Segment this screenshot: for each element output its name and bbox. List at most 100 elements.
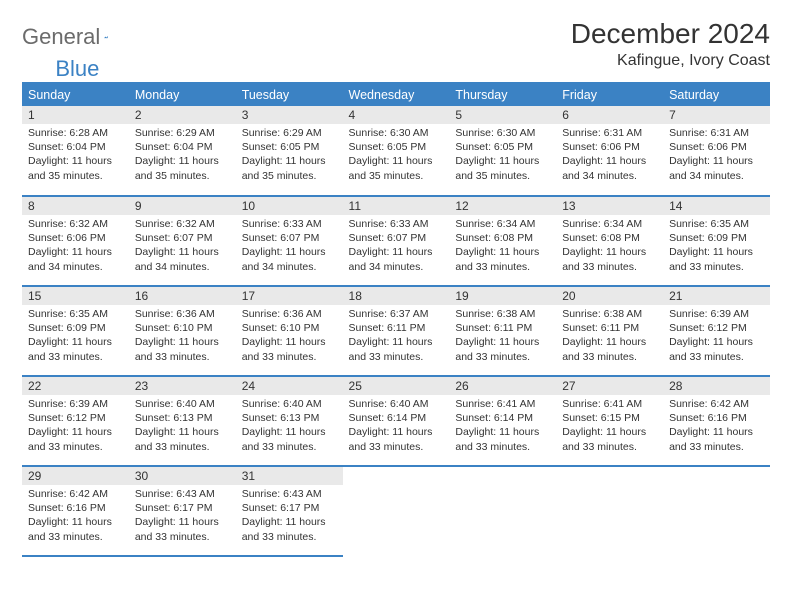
day-details: Sunrise: 6:41 AMSunset: 6:15 PMDaylight:… bbox=[556, 395, 663, 460]
day-details: Sunrise: 6:41 AMSunset: 6:14 PMDaylight:… bbox=[449, 395, 556, 460]
day-number: 29 bbox=[22, 467, 129, 485]
day-number: 15 bbox=[22, 287, 129, 305]
calendar-cell: 19Sunrise: 6:38 AMSunset: 6:11 PMDayligh… bbox=[449, 286, 556, 376]
day-details: Sunrise: 6:28 AMSunset: 6:04 PMDaylight:… bbox=[22, 124, 129, 189]
calendar-cell-empty bbox=[449, 466, 556, 556]
day-details: Sunrise: 6:42 AMSunset: 6:16 PMDaylight:… bbox=[22, 485, 129, 550]
day-number: 11 bbox=[343, 197, 450, 215]
day-number: 26 bbox=[449, 377, 556, 395]
day-number: 10 bbox=[236, 197, 343, 215]
calendar-cell: 17Sunrise: 6:36 AMSunset: 6:10 PMDayligh… bbox=[236, 286, 343, 376]
calendar-cell-empty bbox=[343, 466, 450, 556]
day-header: Sunday bbox=[22, 83, 129, 106]
calendar-cell: 22Sunrise: 6:39 AMSunset: 6:12 PMDayligh… bbox=[22, 376, 129, 466]
day-details: Sunrise: 6:34 AMSunset: 6:08 PMDaylight:… bbox=[449, 215, 556, 280]
calendar-cell: 15Sunrise: 6:35 AMSunset: 6:09 PMDayligh… bbox=[22, 286, 129, 376]
day-number: 25 bbox=[343, 377, 450, 395]
day-details: Sunrise: 6:38 AMSunset: 6:11 PMDaylight:… bbox=[449, 305, 556, 370]
calendar-cell: 25Sunrise: 6:40 AMSunset: 6:14 PMDayligh… bbox=[343, 376, 450, 466]
calendar-cell: 31Sunrise: 6:43 AMSunset: 6:17 PMDayligh… bbox=[236, 466, 343, 556]
calendar-cell: 4Sunrise: 6:30 AMSunset: 6:05 PMDaylight… bbox=[343, 106, 450, 196]
day-number: 3 bbox=[236, 106, 343, 124]
day-header: Tuesday bbox=[236, 83, 343, 106]
day-number: 1 bbox=[22, 106, 129, 124]
logo-word2: Blue bbox=[55, 56, 99, 82]
calendar-cell: 24Sunrise: 6:40 AMSunset: 6:13 PMDayligh… bbox=[236, 376, 343, 466]
day-number: 18 bbox=[343, 287, 450, 305]
calendar-cell-empty bbox=[663, 466, 770, 556]
calendar-cell: 3Sunrise: 6:29 AMSunset: 6:05 PMDaylight… bbox=[236, 106, 343, 196]
calendar-cell: 10Sunrise: 6:33 AMSunset: 6:07 PMDayligh… bbox=[236, 196, 343, 286]
logo-word1: General bbox=[22, 24, 100, 50]
day-number: 28 bbox=[663, 377, 770, 395]
calendar-body: 1Sunrise: 6:28 AMSunset: 6:04 PMDaylight… bbox=[22, 106, 770, 556]
day-details: Sunrise: 6:39 AMSunset: 6:12 PMDaylight:… bbox=[663, 305, 770, 370]
day-details: Sunrise: 6:31 AMSunset: 6:06 PMDaylight:… bbox=[663, 124, 770, 189]
calendar-cell: 21Sunrise: 6:39 AMSunset: 6:12 PMDayligh… bbox=[663, 286, 770, 376]
day-details: Sunrise: 6:32 AMSunset: 6:07 PMDaylight:… bbox=[129, 215, 236, 280]
calendar-cell: 14Sunrise: 6:35 AMSunset: 6:09 PMDayligh… bbox=[663, 196, 770, 286]
day-number: 24 bbox=[236, 377, 343, 395]
logo-mark-icon bbox=[104, 30, 108, 44]
calendar-cell: 29Sunrise: 6:42 AMSunset: 6:16 PMDayligh… bbox=[22, 466, 129, 556]
logo: General bbox=[22, 18, 130, 50]
title-block: December 2024 Kafingue, Ivory Coast bbox=[571, 18, 770, 70]
calendar-cell: 26Sunrise: 6:41 AMSunset: 6:14 PMDayligh… bbox=[449, 376, 556, 466]
day-details: Sunrise: 6:29 AMSunset: 6:05 PMDaylight:… bbox=[236, 124, 343, 189]
calendar-cell: 16Sunrise: 6:36 AMSunset: 6:10 PMDayligh… bbox=[129, 286, 236, 376]
day-number: 13 bbox=[556, 197, 663, 215]
day-number: 30 bbox=[129, 467, 236, 485]
day-number: 6 bbox=[556, 106, 663, 124]
day-number: 19 bbox=[449, 287, 556, 305]
calendar-cell: 11Sunrise: 6:33 AMSunset: 6:07 PMDayligh… bbox=[343, 196, 450, 286]
day-details: Sunrise: 6:36 AMSunset: 6:10 PMDaylight:… bbox=[236, 305, 343, 370]
calendar-cell: 1Sunrise: 6:28 AMSunset: 6:04 PMDaylight… bbox=[22, 106, 129, 196]
day-number: 27 bbox=[556, 377, 663, 395]
day-details: Sunrise: 6:38 AMSunset: 6:11 PMDaylight:… bbox=[556, 305, 663, 370]
day-details: Sunrise: 6:30 AMSunset: 6:05 PMDaylight:… bbox=[343, 124, 450, 189]
calendar-cell: 6Sunrise: 6:31 AMSunset: 6:06 PMDaylight… bbox=[556, 106, 663, 196]
day-details: Sunrise: 6:31 AMSunset: 6:06 PMDaylight:… bbox=[556, 124, 663, 189]
day-header: Thursday bbox=[449, 83, 556, 106]
day-details: Sunrise: 6:43 AMSunset: 6:17 PMDaylight:… bbox=[236, 485, 343, 550]
calendar-cell: 28Sunrise: 6:42 AMSunset: 6:16 PMDayligh… bbox=[663, 376, 770, 466]
calendar-cell: 23Sunrise: 6:40 AMSunset: 6:13 PMDayligh… bbox=[129, 376, 236, 466]
day-number: 9 bbox=[129, 197, 236, 215]
day-details: Sunrise: 6:33 AMSunset: 6:07 PMDaylight:… bbox=[343, 215, 450, 280]
day-details: Sunrise: 6:40 AMSunset: 6:13 PMDaylight:… bbox=[236, 395, 343, 460]
day-details: Sunrise: 6:42 AMSunset: 6:16 PMDaylight:… bbox=[663, 395, 770, 460]
day-number: 21 bbox=[663, 287, 770, 305]
location: Kafingue, Ivory Coast bbox=[571, 52, 770, 70]
day-number: 17 bbox=[236, 287, 343, 305]
day-details: Sunrise: 6:43 AMSunset: 6:17 PMDaylight:… bbox=[129, 485, 236, 550]
day-number: 7 bbox=[663, 106, 770, 124]
day-details: Sunrise: 6:32 AMSunset: 6:06 PMDaylight:… bbox=[22, 215, 129, 280]
calendar-cell-empty bbox=[556, 466, 663, 556]
day-number: 14 bbox=[663, 197, 770, 215]
day-details: Sunrise: 6:29 AMSunset: 6:04 PMDaylight:… bbox=[129, 124, 236, 189]
day-number: 22 bbox=[22, 377, 129, 395]
day-details: Sunrise: 6:35 AMSunset: 6:09 PMDaylight:… bbox=[22, 305, 129, 370]
day-header: Monday bbox=[129, 83, 236, 106]
calendar: SundayMondayTuesdayWednesdayThursdayFrid… bbox=[22, 82, 770, 557]
calendar-cell: 8Sunrise: 6:32 AMSunset: 6:06 PMDaylight… bbox=[22, 196, 129, 286]
day-number: 8 bbox=[22, 197, 129, 215]
day-header: Friday bbox=[556, 83, 663, 106]
calendar-cell: 7Sunrise: 6:31 AMSunset: 6:06 PMDaylight… bbox=[663, 106, 770, 196]
day-details: Sunrise: 6:30 AMSunset: 6:05 PMDaylight:… bbox=[449, 124, 556, 189]
day-details: Sunrise: 6:39 AMSunset: 6:12 PMDaylight:… bbox=[22, 395, 129, 460]
calendar-cell: 18Sunrise: 6:37 AMSunset: 6:11 PMDayligh… bbox=[343, 286, 450, 376]
day-details: Sunrise: 6:37 AMSunset: 6:11 PMDaylight:… bbox=[343, 305, 450, 370]
page-title: December 2024 bbox=[571, 18, 770, 50]
calendar-cell: 5Sunrise: 6:30 AMSunset: 6:05 PMDaylight… bbox=[449, 106, 556, 196]
day-number: 16 bbox=[129, 287, 236, 305]
day-number: 31 bbox=[236, 467, 343, 485]
day-header-row: SundayMondayTuesdayWednesdayThursdayFrid… bbox=[22, 83, 770, 106]
calendar-cell: 20Sunrise: 6:38 AMSunset: 6:11 PMDayligh… bbox=[556, 286, 663, 376]
day-number: 20 bbox=[556, 287, 663, 305]
calendar-cell: 12Sunrise: 6:34 AMSunset: 6:08 PMDayligh… bbox=[449, 196, 556, 286]
day-details: Sunrise: 6:34 AMSunset: 6:08 PMDaylight:… bbox=[556, 215, 663, 280]
day-details: Sunrise: 6:36 AMSunset: 6:10 PMDaylight:… bbox=[129, 305, 236, 370]
day-details: Sunrise: 6:40 AMSunset: 6:13 PMDaylight:… bbox=[129, 395, 236, 460]
day-details: Sunrise: 6:40 AMSunset: 6:14 PMDaylight:… bbox=[343, 395, 450, 460]
